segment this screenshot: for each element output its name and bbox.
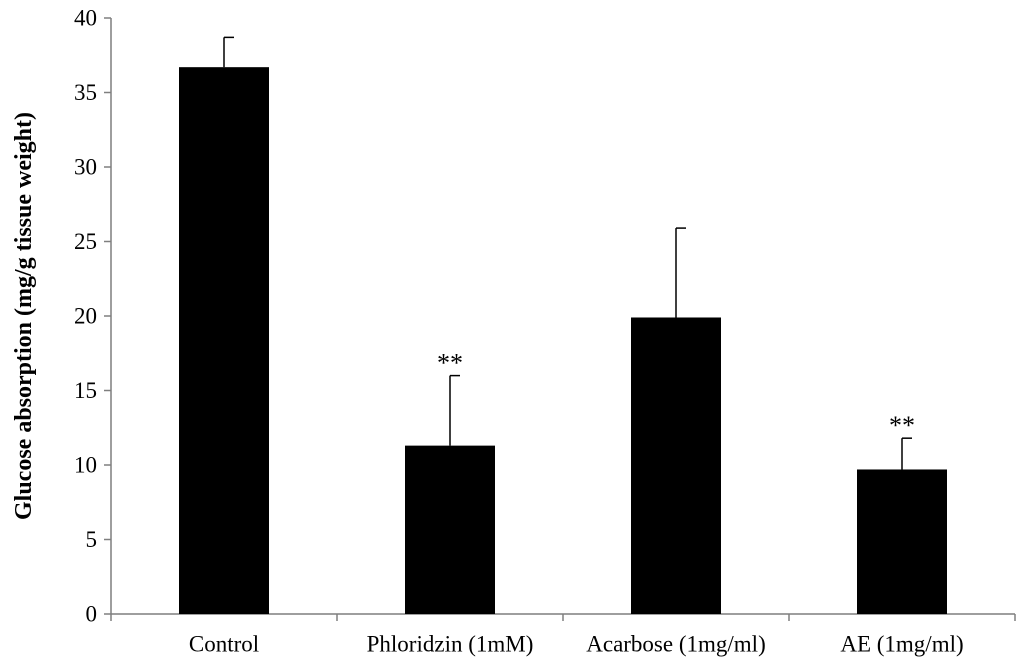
bar	[405, 445, 495, 614]
y-tick-label: 20	[74, 304, 97, 329]
y-axis-label: Glucose absorption (mg/g tissue weight)	[11, 112, 37, 520]
significance-label: **	[437, 349, 463, 378]
y-tick-label: 5	[86, 527, 98, 552]
bar	[857, 469, 947, 614]
y-tick-label: 0	[86, 602, 98, 627]
y-tick-label: 25	[74, 229, 97, 254]
y-tick-label: 35	[74, 80, 97, 105]
error-bars	[223, 36, 912, 470]
tick-labels: 0 5 10 15 20 25 30 35 40 Control Phloridzin (1mM) *…	[74, 6, 964, 657]
y-tick-label: 10	[74, 453, 97, 478]
y-tick-label: 30	[74, 155, 97, 180]
bar	[631, 317, 721, 614]
x-tick-label: Acarbose (1mg/ml)	[586, 631, 765, 656]
bar	[179, 67, 269, 615]
y-axis-label-group: Glucose absorption (mg/g tissue weight)	[11, 112, 37, 520]
x-tick-label: Phloridzin (1mM)	[367, 631, 534, 656]
x-tick-label: Control	[189, 631, 259, 656]
bars	[179, 67, 947, 615]
x-tick-label: AE (1mg/ml)	[840, 631, 963, 656]
y-tick-label: 15	[74, 378, 97, 403]
y-tick-label: 40	[74, 6, 97, 31]
significance-label: **	[889, 411, 915, 440]
